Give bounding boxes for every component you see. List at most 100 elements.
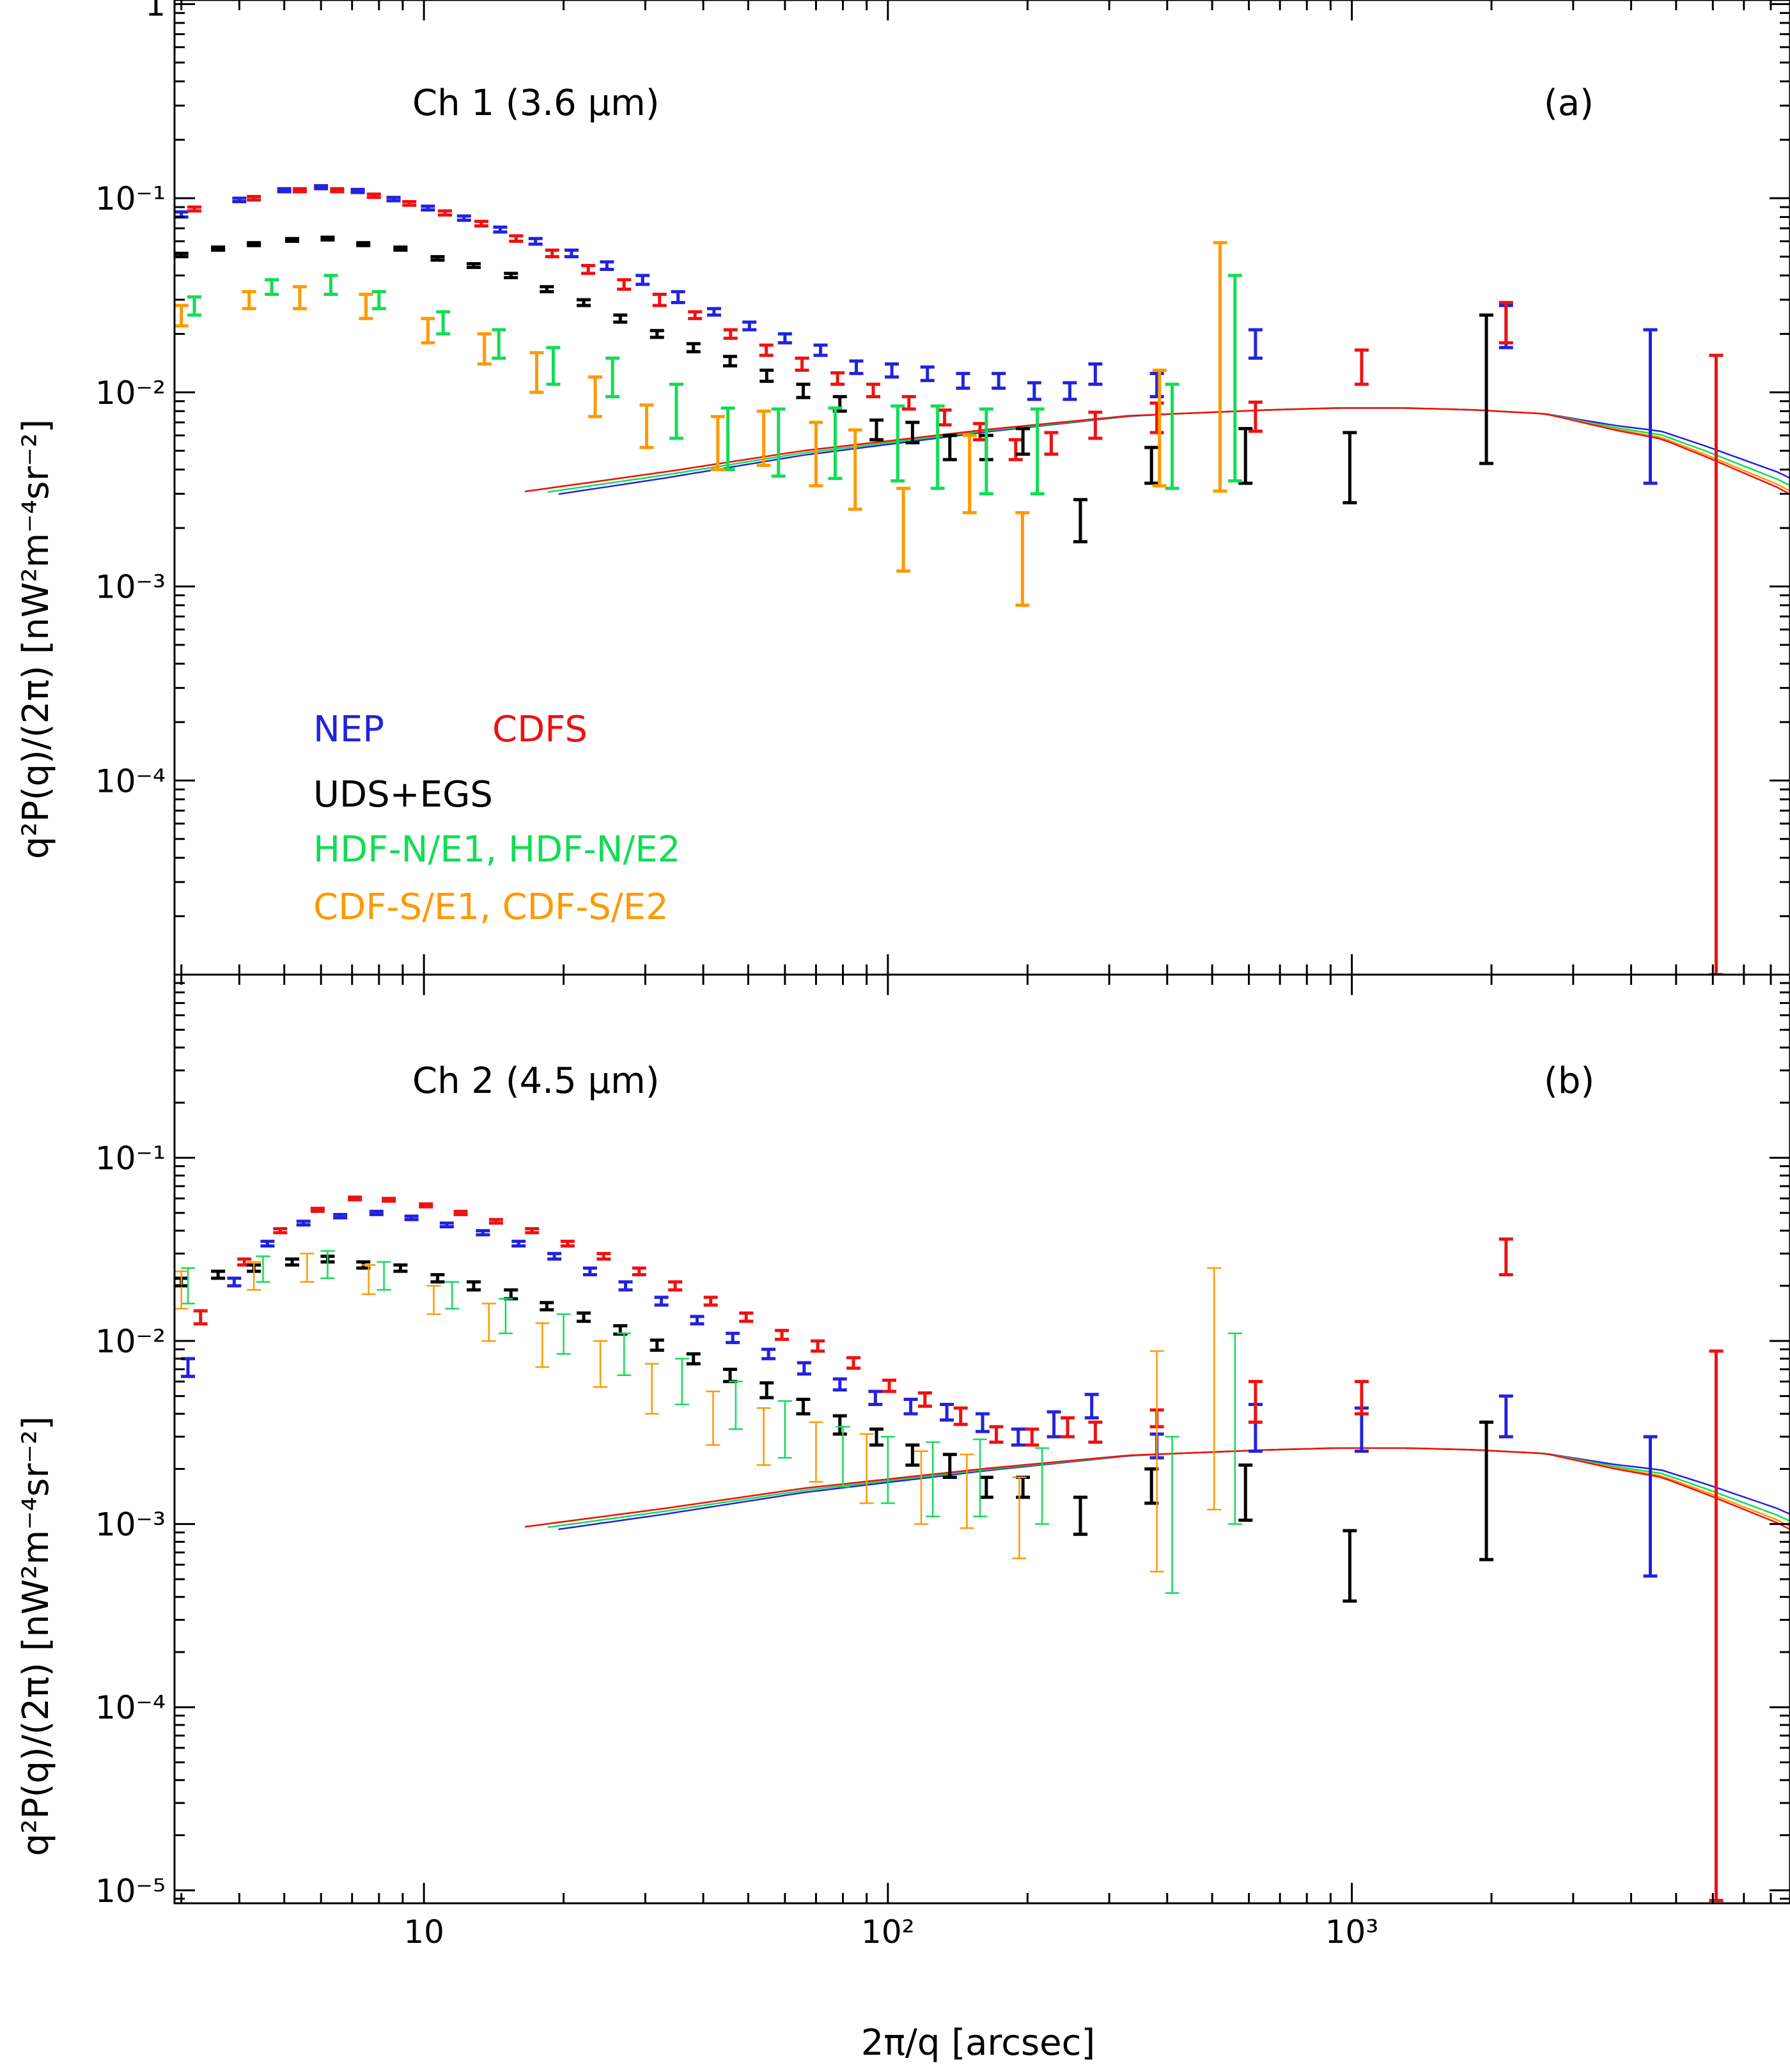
error-bar — [962, 433, 977, 514]
error-bar — [453, 1209, 468, 1216]
error-bar — [650, 329, 664, 339]
error-bar — [577, 1311, 591, 1323]
error-bar — [742, 320, 757, 332]
error-bar — [187, 295, 202, 317]
model-curve — [558, 407, 1790, 495]
error-bar — [706, 307, 721, 317]
error-bar — [529, 351, 544, 394]
error-bar — [917, 1391, 932, 1408]
error-bar — [688, 310, 703, 320]
error-bar — [979, 407, 993, 496]
error-bar — [296, 1219, 311, 1227]
legend: NEP CDFS UDS+EGS HDF-N/E1, HDF-N/E2 CDF-… — [313, 709, 680, 928]
error-bar — [477, 332, 492, 366]
error-bar — [759, 343, 774, 357]
error-bar — [1165, 1435, 1179, 1594]
error-bar — [1165, 382, 1179, 490]
error-bar — [723, 1367, 738, 1384]
y-tick-label: 10⁻¹ — [95, 180, 166, 217]
error-bar — [1084, 1393, 1099, 1420]
panel-b-frame — [173, 973, 1790, 1905]
error-bar — [582, 1266, 597, 1276]
error-bar — [809, 421, 823, 488]
error-bar — [809, 1421, 823, 1483]
panel-b: 10⁻¹ 10⁻² 10⁻³ 10⁻⁴ 10⁻⁵ 10 10² 10³ Ch 2 (4.5 μ… — [15, 973, 1790, 1951]
error-bar — [777, 1400, 792, 1459]
error-bar — [1073, 498, 1088, 544]
panel-a: 1 10⁻¹ 10⁻² 10⁻³ 10⁻⁴ Ch 1 (3.6 μm) (a) q²P(… — [15, 0, 1790, 976]
error-bar — [830, 371, 845, 386]
error-bar — [686, 1352, 701, 1366]
error-bar — [369, 1209, 384, 1216]
error-bar — [728, 1380, 743, 1430]
error-bar — [1342, 431, 1357, 505]
error-bar — [828, 406, 843, 481]
series-hdf-n-e1-hdf-n-e2 — [181, 1250, 1242, 1594]
error-bar — [1016, 1476, 1031, 1499]
error-bar — [669, 382, 683, 440]
error-bar — [393, 245, 408, 252]
error-bar — [476, 1229, 490, 1237]
error-bar — [690, 1315, 704, 1326]
y-tick-label: 10⁻² — [95, 375, 166, 412]
error-bar — [882, 1379, 897, 1393]
error-bar — [848, 428, 862, 511]
error-bar — [456, 214, 471, 222]
error-bar — [960, 1453, 974, 1529]
error-bar — [671, 290, 685, 304]
error-bar — [849, 359, 864, 375]
error-bar — [930, 404, 945, 490]
x-axis-label: 2π/q [arcsec] — [861, 2022, 1096, 2064]
error-bar — [1073, 1496, 1088, 1536]
error-bar — [350, 187, 365, 194]
error-bar — [903, 1397, 918, 1416]
error-bar — [723, 355, 738, 367]
error-bar — [1498, 1394, 1513, 1439]
error-bar — [382, 1196, 396, 1203]
error-bar — [577, 298, 591, 307]
error-bar — [632, 1266, 646, 1276]
error-bar — [796, 1397, 811, 1416]
error-bar — [187, 205, 202, 213]
error-bar — [891, 404, 905, 483]
error-bar — [1088, 410, 1103, 440]
error-bar — [605, 356, 620, 399]
error-bar — [330, 187, 345, 194]
error-bar — [992, 371, 1006, 390]
error-bar — [618, 1280, 633, 1292]
error-bar — [547, 1251, 562, 1261]
error-bar — [466, 262, 481, 269]
error-bar — [1025, 1427, 1039, 1447]
error-bar — [419, 1202, 433, 1209]
error-bar — [1008, 438, 1023, 461]
error-bar — [901, 395, 916, 411]
error-bar — [1060, 1416, 1075, 1439]
panel-a-ylabel: q²P(q)/(2π) [nW²m⁻⁴sr⁻²] — [15, 419, 57, 860]
error-bar — [896, 486, 911, 573]
error-bar — [242, 290, 256, 311]
error-bar — [668, 1280, 683, 1292]
error-bar — [846, 1356, 861, 1370]
error-bar — [1227, 274, 1242, 483]
error-bar — [1015, 511, 1030, 607]
error-bar — [181, 1357, 196, 1379]
y-tick-label: 10⁻⁴ — [95, 1689, 166, 1726]
error-bar — [654, 1295, 669, 1307]
error-bar — [868, 1389, 883, 1406]
error-bar — [739, 1311, 754, 1323]
error-bar — [488, 1218, 503, 1225]
error-bar — [635, 274, 650, 286]
x-tick-label: 10³ — [1325, 1914, 1379, 1951]
series-nep — [175, 184, 1658, 485]
legend-nep: NEP — [313, 709, 384, 750]
series-uds-egs — [175, 235, 1494, 544]
error-bar — [942, 1453, 957, 1480]
y-tick-label: 10⁻² — [95, 1323, 166, 1360]
error-bar — [1498, 300, 1513, 344]
y-tick-label: 10⁻¹ — [95, 1140, 166, 1177]
error-bar — [777, 332, 792, 344]
x-tick-label: 10² — [861, 1914, 915, 1951]
error-bar — [937, 408, 952, 427]
series-cdfs — [187, 187, 1724, 975]
